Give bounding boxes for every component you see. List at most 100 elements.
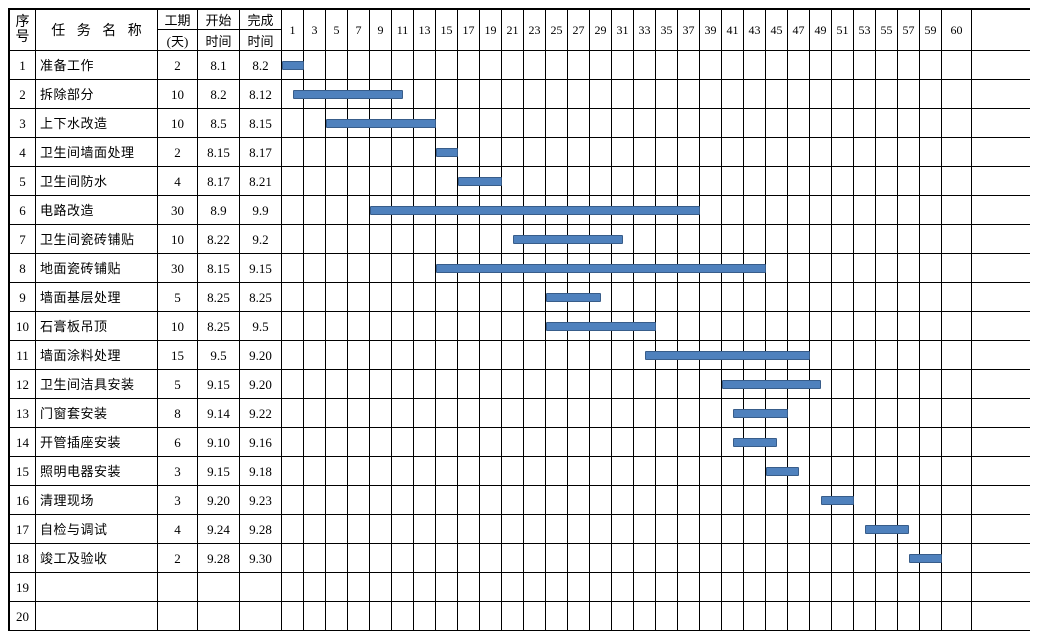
timeline-cell [524,283,546,312]
timeline-cell [766,486,788,515]
timeline-cell [898,225,920,254]
cell-end: 8.17 [240,138,282,166]
timeline-cell [502,109,524,138]
timeline-cell [458,544,480,573]
timeline-cell [524,457,546,486]
timeline-cell [282,109,304,138]
timeline-cell [810,544,832,573]
timeline-cell [392,51,414,80]
timeline-cell [546,428,568,457]
timeline-cell [370,370,392,399]
timeline-cell [854,283,876,312]
cell-name: 墙面基层处理 [36,283,158,311]
cell-seq: 5 [10,167,36,195]
header-day: 53 [854,10,876,50]
timeline-cell [656,51,678,80]
timeline-cell [524,399,546,428]
timeline-cell [942,341,972,370]
timeline-cell [942,254,972,283]
timeline [282,573,972,601]
timeline-cell [326,138,348,167]
timeline-cell [744,457,766,486]
timeline-cell [326,225,348,254]
timeline-cell [348,138,370,167]
gantt-header: 序号 任 务 名 称 工期 (天) 开始 时间 完成 时间 1357911131… [10,10,1030,51]
timeline-cell [590,167,612,196]
timeline-cell [876,341,898,370]
timeline-cell [568,399,590,428]
header-day: 57 [898,10,920,50]
cell-dur: 10 [158,109,198,137]
timeline-cell [942,283,972,312]
timeline-cell [502,573,524,602]
timeline [282,283,972,311]
timeline-cell [524,573,546,602]
cell-start: 9.10 [198,428,240,456]
timeline [282,312,972,340]
timeline-cell [502,399,524,428]
cell-start: 9.14 [198,399,240,427]
timeline-cell [458,602,480,631]
timeline-cell [788,602,810,631]
gantt-body: 1准备工作28.18.22拆除部分108.28.123上下水改造108.58.1… [10,51,1030,631]
timeline-cell [722,457,744,486]
cell-end: 9.5 [240,312,282,340]
cell-end: 9.20 [240,370,282,398]
header-day: 15 [436,10,458,50]
timeline-cell [700,80,722,109]
timeline-cell [304,196,326,225]
timeline-cell [348,254,370,283]
timeline-cell [810,457,832,486]
timeline-cell [568,544,590,573]
timeline-cell [722,167,744,196]
timeline-cell [414,138,436,167]
timeline-cell [832,283,854,312]
cell-name: 竣工及验收 [36,544,158,572]
gantt-bar [733,409,788,418]
timeline-cell [700,51,722,80]
timeline-cell [634,370,656,399]
timeline-cell [392,225,414,254]
timeline-cell [832,254,854,283]
timeline-cell [414,283,436,312]
timeline-cell [282,428,304,457]
timeline-cell [788,486,810,515]
timeline-cell [744,196,766,225]
timeline-cell [722,486,744,515]
timeline-cell [656,544,678,573]
header-start-bot: 时间 [198,30,240,50]
timeline [282,225,972,253]
timeline-cell [568,515,590,544]
cell-start: 9.15 [198,457,240,485]
timeline-cell [502,602,524,631]
gantt-bar [436,148,458,157]
timeline-cell [788,428,810,457]
timeline-cell [524,167,546,196]
timeline-cell [810,399,832,428]
timeline [282,515,972,543]
timeline-cell [722,51,744,80]
timeline-cell [568,80,590,109]
timeline-cell [392,370,414,399]
timeline-cell [876,167,898,196]
cell-start: 8.1 [198,51,240,79]
cell-start: 9.24 [198,515,240,543]
gantt-row: 18竣工及验收29.289.30 [10,544,1030,573]
cell-seq: 1 [10,51,36,79]
timeline-cell [876,109,898,138]
timeline-cell [898,573,920,602]
header-day: 41 [722,10,744,50]
cell-seq: 10 [10,312,36,340]
cell-seq: 8 [10,254,36,282]
timeline-cell [524,515,546,544]
timeline-cell [678,167,700,196]
timeline-cell [546,51,568,80]
gantt-row: 5卫生间防水48.178.21 [10,167,1030,196]
timeline-cell [788,109,810,138]
gantt-bar [645,351,810,360]
timeline-cell [920,370,942,399]
timeline-cell [898,80,920,109]
timeline-cell [788,80,810,109]
timeline-cell [920,602,942,631]
timeline-cell [876,399,898,428]
